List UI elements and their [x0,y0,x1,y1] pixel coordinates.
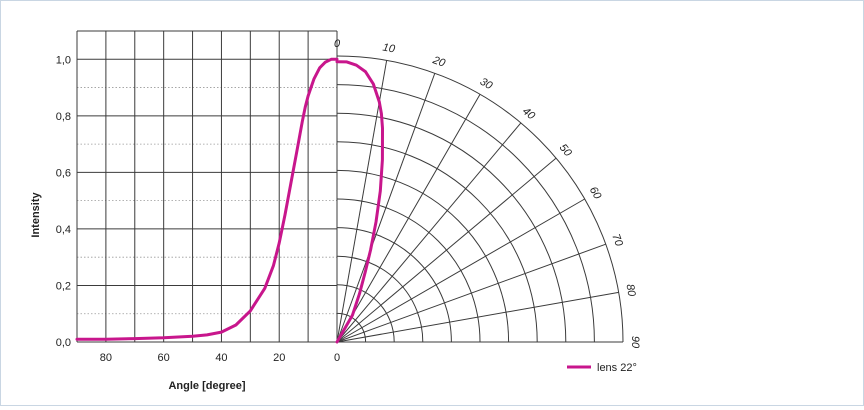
polar-radial-line [336,243,606,343]
polar-angle-label: 0 [334,38,341,50]
polar-arc [336,169,510,343]
series-line-cartesian [75,57,339,341]
polar-arc [336,55,624,343]
polar-arc [336,255,424,343]
legend: lens 22° [567,362,637,374]
polar-angle-label: 50 [557,142,575,160]
y-tick-label: 0,6 [56,167,71,179]
x-axis-title: Angle [degree] [168,380,245,392]
legend-label: lens 22° [597,362,637,374]
series-line-polar [335,60,384,344]
polar-arc [336,227,452,343]
y-tick-label: 0,8 [56,111,71,123]
polar-angle-label: 40 [520,105,538,123]
polar-radial-line [336,198,585,343]
polar-angle-label: 30 [478,76,495,93]
polar-radial-line [336,73,436,343]
polar-angle-label: 20 [430,54,447,70]
y-axis-title: Intensity [30,192,42,238]
x-tick-label: 80 [100,352,112,364]
y-tick-label: 1,0 [56,54,71,66]
polar-angle-label: 10 [382,42,397,56]
x-tick-label: 20 [273,352,285,364]
y-tick-label: 0,4 [56,224,71,236]
polar-angle-label: 80 [624,283,638,298]
polar-radial-line [336,157,557,343]
polar-angle-label: 70 [609,232,625,248]
polar-arc [336,112,567,343]
polar-angle-label: 60 [587,185,604,202]
polar-angle-label: 90 [629,336,641,349]
curve-layer [75,57,384,344]
polar-radial-line [336,94,481,343]
polar-radial-line [336,60,388,343]
polar-radial-line [336,291,619,343]
y-tick-label: 0,0 [56,337,71,349]
x-tick-label: 40 [215,352,227,364]
x-tick-label: 60 [158,352,170,364]
polar-arc [336,198,481,343]
x-tick-label: 0 [334,352,340,364]
polar-arc [336,84,595,343]
y-tick-label: 0,2 [56,280,71,292]
polar-arc [336,284,395,343]
axis-layer: 0,0 0,2 0,4 0,6 0,8 1,0 80 60 40 20 0 [56,54,340,364]
polar-radial-line [336,122,522,343]
grid-layer [76,30,338,343]
